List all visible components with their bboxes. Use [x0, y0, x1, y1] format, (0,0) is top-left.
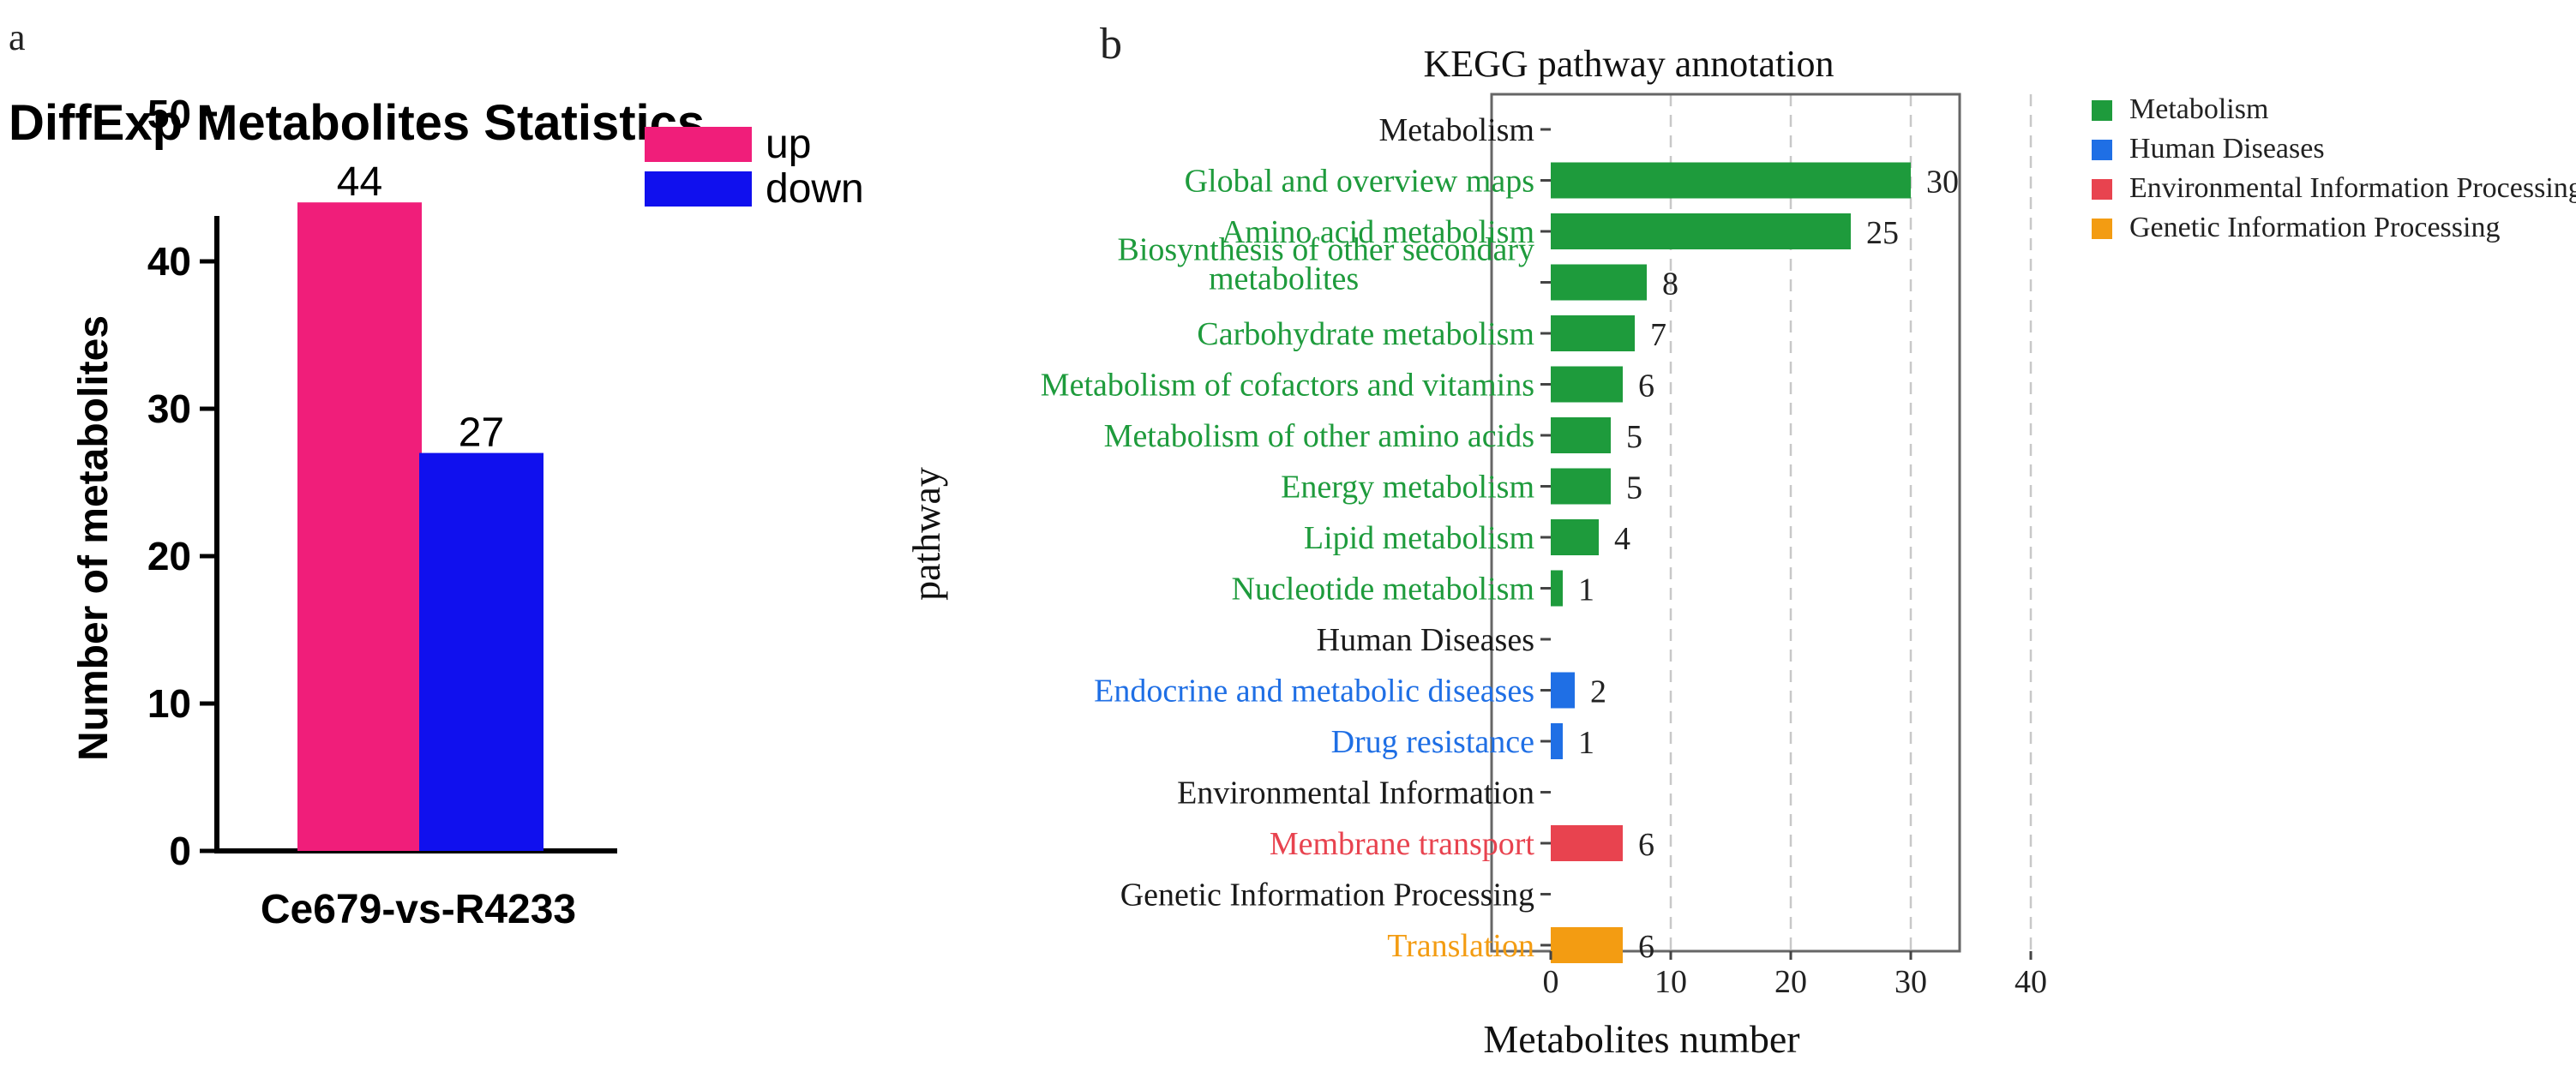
panel-b-legend-swatch-metabolism: [2092, 100, 2112, 121]
panel-a-title: DiffExp Metabolites Statistics: [9, 95, 705, 151]
panel-b-x-tick-label: 40: [2015, 964, 2047, 1000]
panel-b-category-label: Energy metabolism: [1281, 470, 1534, 506]
panel-b-category-label: Nucleotide metabolism: [1231, 572, 1534, 608]
panel-b-bar-value-global-and-overview-maps: 30: [1926, 165, 1959, 201]
panel-b-bar-translation: [1551, 927, 1623, 963]
panel-b-plot-frame: [1490, 93, 1961, 953]
panel-b-legend-swatch-environmental-information-processing: [2092, 179, 2112, 200]
panel-b-bar-metabolism-of-cofactors-and-vitamins: [1551, 366, 1623, 403]
panel-a-legend-swatch-up: [645, 127, 752, 162]
panel-a-y-tick-label: 40: [147, 239, 191, 284]
panel-a: a DiffExp Metabolites Statistics Number …: [9, 16, 864, 932]
panel-b-bar-drug-resistance: [1551, 723, 1563, 759]
panel-b-bar-membrane-transport: [1551, 825, 1623, 861]
panel-a-legend-label-up: up: [766, 122, 811, 167]
panel-b-bar-value-amino-acid-metabolism: 25: [1866, 215, 1899, 251]
panel-b-bar-value-carbohydrate-metabolism: 7: [1650, 317, 1666, 353]
panel-b-y-label: pathway: [904, 467, 948, 601]
panel-b-letter: b: [1100, 20, 1122, 69]
panel-b-bar-amino-acid-metabolism: [1551, 213, 1851, 249]
panel-b-category-label: Human Diseases: [1317, 622, 1534, 658]
panel-b-bar-metabolism-of-other-amino-acids: [1551, 417, 1611, 453]
panel-b-legend-label-genetic-information-processing: Genetic Information Processing: [2129, 212, 2500, 243]
panel-b-bar-lipid-metabolism: [1551, 519, 1599, 555]
panel-b-bar-value-lipid-metabolism: 4: [1614, 521, 1630, 557]
panel-a-y-label: Number of metabolites: [71, 315, 117, 761]
panel-b-legend-swatch-human-diseases: [2092, 140, 2112, 160]
panel-b-category-label: Biosynthesis of other secondary metabolit…: [1117, 232, 1534, 297]
panel-a-legend-swatch-down: [645, 171, 752, 207]
panel-b-bar-energy-metabolism: [1551, 468, 1611, 505]
panel-b-category-label: Endocrine and metabolic diseases: [1094, 674, 1534, 710]
panel-b-legend-label-environmental-information-processing: Environmental Information Processing: [2129, 172, 2576, 204]
panel-a-y-tick-label: 20: [147, 534, 191, 578]
panel-b-legend-label-human-diseases: Human Diseases: [2129, 133, 2325, 165]
panel-b-title: KEGG pathway annotation: [1424, 43, 1834, 85]
panel-a-y-tick-label: 0: [169, 829, 191, 873]
panel-b-legend-label-metabolism: Metabolism: [2129, 93, 2268, 125]
panel-b-x-ticks: 0 10 20 30 40: [1543, 951, 2047, 1000]
panel-a-y-tick-label: 10: [147, 681, 191, 726]
panel-b-category-label: Genetic Information Processing: [1120, 877, 1534, 913]
panel-a-bars: 44 27: [297, 159, 543, 851]
panel-a-bar-down: [419, 452, 543, 851]
panel-b-bar-nucleotide-metabolism: [1551, 570, 1563, 607]
panel-b-bar-value-endocrine-and-metabolic-diseases: 2: [1590, 674, 1606, 710]
panel-b-bar-value-translation: 6: [1638, 929, 1654, 965]
panel-b-category-label: Metabolism of other amino acids: [1104, 418, 1534, 454]
panel-b: b KEGG pathway annotation Metabolism Glob…: [904, 20, 2576, 1061]
panel-b-x-label: Metabolites number: [1483, 1017, 1799, 1061]
panel-b-bar-value-metabolism-of-cofactors-and-vitamins: 6: [1638, 368, 1654, 404]
panel-a-y-tick-label: 50: [147, 92, 191, 136]
panel-b-category-label: Metabolism of cofactors and vitamins: [1041, 368, 1534, 404]
panel-b-x-tick-label: 30: [1894, 964, 1927, 1000]
panel-a-legend-label-down: down: [766, 166, 864, 212]
panel-b-category-label: Translation: [1387, 928, 1534, 964]
panel-a-letter: a: [9, 16, 26, 58]
panel-b-category-label: Global and overview maps: [1185, 164, 1534, 200]
panel-b-category-label: Lipid metabolism: [1304, 520, 1534, 556]
panel-b-x-tick-label: 0: [1543, 964, 1559, 1000]
panel-b-legend: Metabolism Human Diseases Environmental In…: [2092, 93, 2576, 243]
panel-a-y-ticks: 0 10 20 30 40 50: [147, 92, 217, 873]
panel-b-bar-endocrine-and-metabolic-diseases: [1551, 672, 1575, 709]
panel-a-x-category: Ce679-vs-R4233: [261, 887, 576, 932]
panel-b-bar-global-and-overview-maps: [1551, 162, 1911, 199]
panel-b-bar-value-metabolism-of-other-amino-acids: 5: [1626, 419, 1642, 455]
panel-b-bar-value-energy-metabolism: 5: [1626, 470, 1642, 506]
panel-b-legend-swatch-genetic-information-processing: [2092, 219, 2112, 239]
panel-b-category-label: Amino acid metabolism: [1222, 214, 1534, 250]
panel-b-category-label: Environmental Information: [1177, 776, 1534, 811]
panel-a-bar-up: [297, 202, 422, 851]
panel-b-x-tick-label: 20: [1774, 964, 1807, 1000]
panel-a-bar-value-down: 27: [459, 410, 504, 456]
panel-b-bar-value-membrane-transport: 6: [1638, 827, 1654, 863]
panel-b-bar-value-biosynthesis-of-other-secondary-metabolites: 8: [1662, 266, 1678, 302]
panel-a-y-tick-label: 30: [147, 386, 191, 431]
panel-b-category-label: Membrane transport: [1270, 826, 1535, 862]
panel-b-bar-value-drug-resistance: 1: [1578, 725, 1594, 761]
panel-b-bar-value-nucleotide-metabolism: 1: [1578, 572, 1594, 608]
panel-b-category-label: Carbohydrate metabolism: [1197, 316, 1534, 352]
panel-b-category-label: Metabolism: [1378, 112, 1534, 148]
panel-b-bar-biosynthesis-of-other-secondary-metabolites: [1551, 264, 1647, 301]
panel-b-x-tick-label: 10: [1654, 964, 1687, 1000]
panel-a-bar-value-up: 44: [337, 159, 382, 205]
panel-b-category-label: Drug resistance: [1331, 724, 1534, 760]
panel-b-bar-carbohydrate-metabolism: [1551, 315, 1635, 351]
panel-b-rows: Metabolism Global and overview maps 30 Amin…: [1041, 112, 1959, 965]
